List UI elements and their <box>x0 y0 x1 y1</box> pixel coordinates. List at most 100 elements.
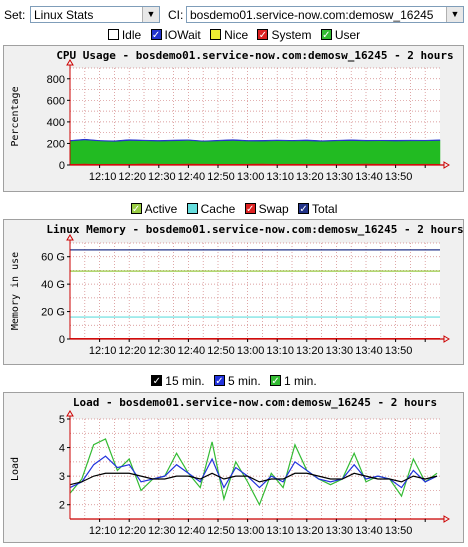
x-tick-label: 12:50 <box>207 345 235 357</box>
checkbox-nice[interactable] <box>210 29 222 41</box>
set-label: Set: <box>4 8 26 22</box>
legend-item-15min[interactable]: ✓ 15 min. <box>151 373 205 388</box>
x-tick-label: 13:40 <box>355 525 383 537</box>
y-tick-label: 400 <box>47 117 65 129</box>
cpu-chart-panel: CPU Usage - bosdemo01.service-now.com:de… <box>3 45 464 192</box>
legend-item-1min[interactable]: ✓ 1 min. <box>270 373 317 388</box>
x-tick-label: 12:40 <box>178 171 206 183</box>
load-chart-panel: Load - bosdemo01.service-now.com:demosw_… <box>3 392 464 543</box>
set-select[interactable]: Linux Stats ▼ <box>30 6 160 23</box>
x-tick-label: 13:50 <box>385 525 413 537</box>
chevron-down-icon[interactable]: ▼ <box>142 7 159 22</box>
x-tick-label: 12:20 <box>118 171 146 183</box>
x-tick-label: 13:00 <box>237 525 265 537</box>
legend-item-total[interactable]: ✓ Total <box>298 201 338 216</box>
memory-chart-panel: Linux Memory - bosdemo01.service-now.com… <box>3 219 464 365</box>
chart-title: Linux Memory - bosdemo01.service-now.com… <box>46 223 463 236</box>
load-legend: ✓ 15 min. ✓ 5 min. ✓ 1 min. <box>0 373 468 388</box>
checkbox-cache[interactable] <box>186 203 198 215</box>
x-axis-arrow-icon <box>443 515 450 523</box>
x-tick-label: 13:10 <box>266 345 294 357</box>
y-tick-label: 40 G <box>41 279 65 291</box>
plot-area <box>70 419 440 519</box>
legend-item-swap[interactable]: ✓ Swap <box>244 201 289 216</box>
ci-label: CI: <box>168 8 184 22</box>
legend-item-user[interactable]: ✓ User <box>320 27 361 42</box>
x-tick-label: 12:50 <box>207 171 235 183</box>
linux-memory-chart: Linux Memory - bosdemo01.service-now.com… <box>10 223 463 357</box>
x-tick-label: 13:30 <box>326 171 354 183</box>
y-tick-label: 60 G <box>41 252 65 264</box>
x-tick-label: 12:50 <box>207 525 235 537</box>
top-bar: Set: Linux Stats ▼ CI: bosdemo01.service… <box>0 0 468 26</box>
legend-item-cache[interactable]: Cache <box>186 202 235 216</box>
y-tick-label: 3 <box>59 471 65 483</box>
y-tick-label: 20 G <box>41 307 65 319</box>
ci-select[interactable]: bosdemo01.service-now.com:demosw_16245 ▼ <box>186 6 464 23</box>
legend-item-idle[interactable]: Idle <box>107 28 141 42</box>
x-tick-label: 13:20 <box>296 171 324 183</box>
cpu-usage-chart: CPU Usage - bosdemo01.service-now.com:de… <box>10 49 454 183</box>
line-series-15-min <box>69 472 438 486</box>
x-tick-label: 13:50 <box>385 171 413 183</box>
checkbox-system[interactable]: ✓ <box>257 29 269 42</box>
x-tick-label: 13:30 <box>326 525 354 537</box>
checkbox-total[interactable]: ✓ <box>298 203 310 216</box>
x-tick-label: 12:30 <box>148 525 176 537</box>
x-tick-label: 13:10 <box>266 525 294 537</box>
legend-item-active[interactable]: ✓ Active <box>130 201 178 216</box>
x-tick-label: 13:40 <box>355 345 383 357</box>
ci-select-value: bosdemo01.service-now.com:demosw_16245 <box>190 8 434 22</box>
x-tick-label: 13:00 <box>237 345 265 357</box>
x-tick-label: 12:30 <box>148 171 176 183</box>
legend-item-iowait[interactable]: ✓ IOWait <box>150 27 201 42</box>
x-tick-label: 12:40 <box>178 525 206 537</box>
y-axis-label: Percentage <box>10 86 21 146</box>
y-axis-arrow-icon <box>66 59 74 66</box>
y-tick-label: 5 <box>59 414 65 426</box>
y-axis-arrow-icon <box>66 234 74 241</box>
y-tick-label: 2 <box>59 500 65 512</box>
x-tick-label: 12:10 <box>89 345 117 357</box>
checkbox-iowait[interactable]: ✓ <box>150 29 162 42</box>
x-tick-label: 13:50 <box>385 345 413 357</box>
checkbox-15min[interactable]: ✓ <box>151 375 163 388</box>
x-axis-arrow-icon <box>443 335 450 343</box>
x-axis-arrow-icon <box>443 161 450 169</box>
chevron-down-icon[interactable]: ▼ <box>446 7 463 22</box>
legend-item-system[interactable]: ✓ System <box>257 27 312 42</box>
checkbox-idle[interactable] <box>107 29 119 41</box>
cpu-legend: Idle ✓ IOWait Nice ✓ System ✓ User <box>0 27 468 42</box>
checkbox-user[interactable]: ✓ <box>320 29 332 42</box>
y-axis-label: Memory in use <box>10 252 21 330</box>
x-tick-label: 13:10 <box>266 171 294 183</box>
y-tick-label: 0 <box>59 334 65 346</box>
legend-item-5min[interactable]: ✓ 5 min. <box>213 373 261 388</box>
checkbox-swap[interactable]: ✓ <box>244 203 256 216</box>
checkbox-5min[interactable]: ✓ <box>213 375 225 388</box>
y-axis-arrow-icon <box>66 410 74 417</box>
set-select-value: Linux Stats <box>34 8 94 22</box>
checkbox-1min[interactable]: ✓ <box>270 375 282 388</box>
x-tick-label: 13:40 <box>355 171 383 183</box>
checkbox-active[interactable]: ✓ <box>130 203 142 216</box>
x-tick-label: 12:10 <box>89 525 117 537</box>
memory-legend: ✓ Active Cache ✓ Swap ✓ Total <box>0 201 468 216</box>
line-series-5-min <box>69 455 438 489</box>
x-tick-label: 12:10 <box>89 171 117 183</box>
y-tick-label: 800 <box>47 74 65 86</box>
chart-title: CPU Usage - bosdemo01.service-now.com:de… <box>56 49 453 62</box>
y-axis-label: Load <box>10 457 21 481</box>
y-tick-label: 0 <box>59 160 65 172</box>
area-series-iowait <box>69 138 441 142</box>
x-tick-label: 12:20 <box>118 345 146 357</box>
legend-item-nice[interactable]: Nice <box>210 28 248 42</box>
x-tick-label: 12:30 <box>148 345 176 357</box>
x-tick-label: 13:00 <box>237 171 265 183</box>
chart-title: Load - bosdemo01.service-now.com:demosw_… <box>73 396 437 409</box>
x-tick-label: 12:20 <box>118 525 146 537</box>
load-chart: Load - bosdemo01.service-now.com:demosw_… <box>10 396 450 537</box>
y-tick-label: 200 <box>47 138 65 150</box>
x-tick-label: 13:20 <box>296 525 324 537</box>
plot-area <box>70 243 440 339</box>
